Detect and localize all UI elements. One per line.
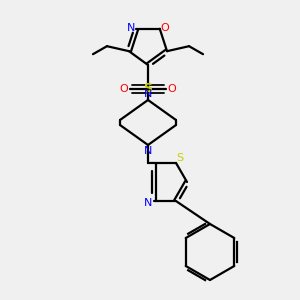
Text: N: N <box>144 146 152 156</box>
Text: N: N <box>144 89 152 99</box>
Text: S: S <box>176 153 184 163</box>
Text: N: N <box>127 23 135 33</box>
Text: O: O <box>120 84 128 94</box>
Text: N: N <box>144 198 152 208</box>
Text: O: O <box>168 84 176 94</box>
Text: S: S <box>143 82 152 95</box>
Text: O: O <box>160 23 169 33</box>
